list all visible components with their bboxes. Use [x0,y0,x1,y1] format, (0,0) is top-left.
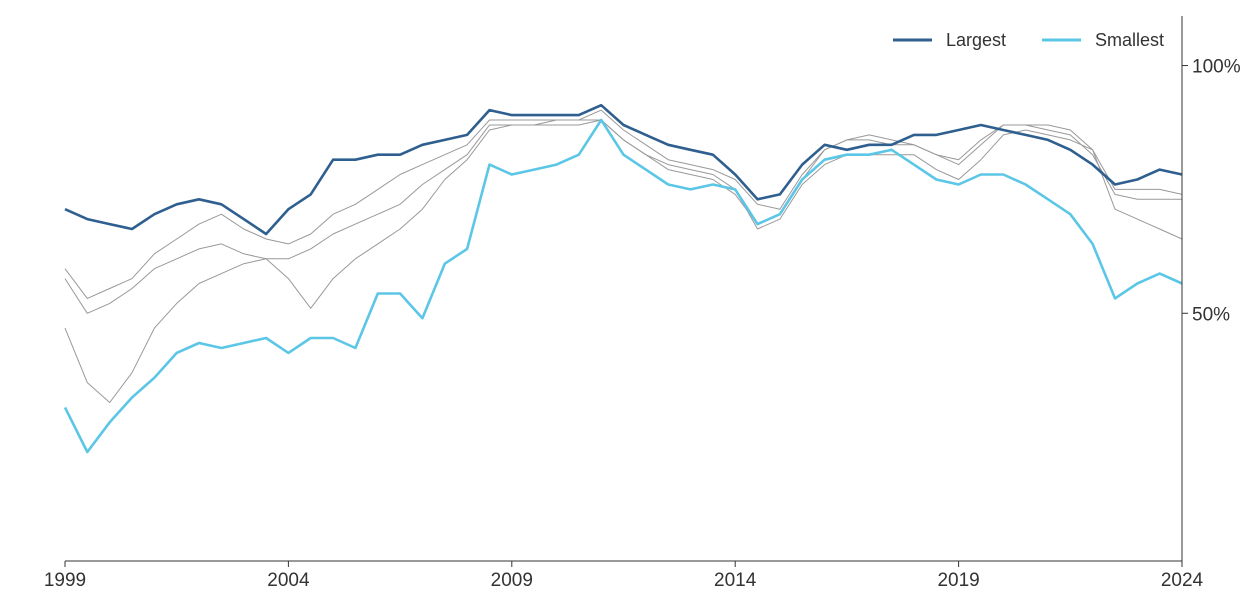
x-tick-label: 2014 [714,570,757,591]
legend-label-smallest: Smallest [1095,30,1164,50]
series-line-largest [64,103,1183,236]
x-tick-label: 2024 [1161,570,1204,591]
legend: Largest Smallest [893,30,1164,50]
y-tick-label: 100% [1192,57,1241,78]
x-tick-label: 2019 [937,570,979,591]
series-layer [63,103,1183,454]
x-axis-ticks: 1999 2004 2009 2014 2019 2024 [44,561,1204,591]
x-tick-label: 1999 [44,570,86,591]
y-tick-label: 50% [1192,304,1230,325]
series-line-context-4 [64,119,1183,403]
series-line-context-2 [64,109,1183,299]
series-line-smallest [63,118,1183,454]
legend-label-largest: Largest [946,30,1006,50]
series-line-context-3 [64,119,1182,314]
x-tick-label: 2004 [267,570,310,591]
y-axis-ticks: 50% 100% [1182,57,1241,325]
x-tick-label: 2009 [491,570,533,591]
